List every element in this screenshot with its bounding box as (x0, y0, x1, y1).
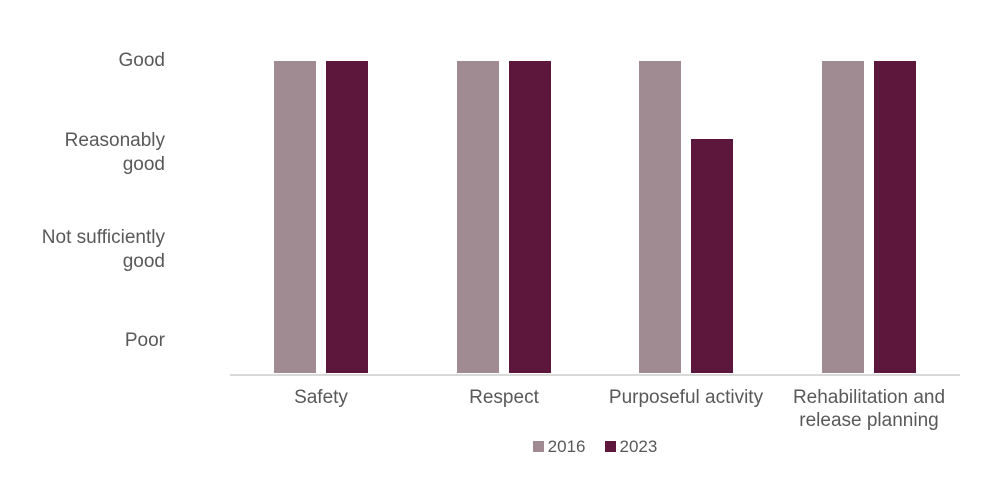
bar-2016-rehabilitation-and-release-planning (822, 61, 864, 373)
bar-2023-safety (326, 61, 368, 373)
bar-2016-purposeful-activity (639, 61, 681, 373)
legend: 2016 2023 (230, 437, 960, 455)
y-axis-tick-label: Not sufficiently good (41, 227, 165, 272)
y-axis-tick-label: Good (118, 50, 165, 71)
x-axis-category-label: Purposeful activity (608, 387, 764, 408)
legend-label: 2023 (619, 436, 658, 456)
bar-2023-rehabilitation-and-release-planning (874, 61, 916, 373)
bar-2023-purposeful-activity (691, 139, 733, 373)
y-axis-tick-label: Reasonably good (64, 130, 165, 175)
x-axis-category-label: Safety (294, 387, 348, 408)
bar-2016-respect (457, 61, 499, 373)
legend-label: 2016 (547, 436, 586, 456)
legend-entry-2016: 2016 (532, 436, 586, 456)
bar-2023-respect (509, 61, 551, 373)
y-axis-tick-label: Poor (124, 330, 165, 351)
x-axis-category-label: Respect (469, 387, 539, 408)
bar-2016-safety (274, 61, 316, 373)
legend-swatch-icon (532, 440, 544, 452)
x-axis-category-label: Rehabilitation and release planning (792, 387, 946, 431)
x-axis-line (230, 374, 960, 376)
legend-swatch-icon (604, 440, 616, 452)
legend-entry-2023: 2023 (604, 436, 658, 456)
